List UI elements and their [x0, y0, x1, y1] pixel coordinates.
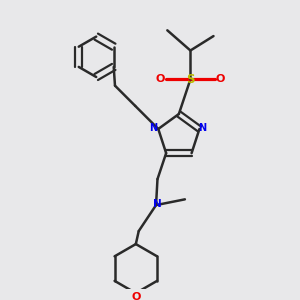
- Text: O: O: [215, 74, 225, 84]
- Text: N: N: [153, 199, 162, 209]
- Text: O: O: [131, 292, 140, 300]
- Text: N: N: [149, 122, 157, 133]
- Text: O: O: [156, 74, 165, 84]
- Text: S: S: [186, 73, 195, 86]
- Text: N: N: [198, 122, 206, 133]
